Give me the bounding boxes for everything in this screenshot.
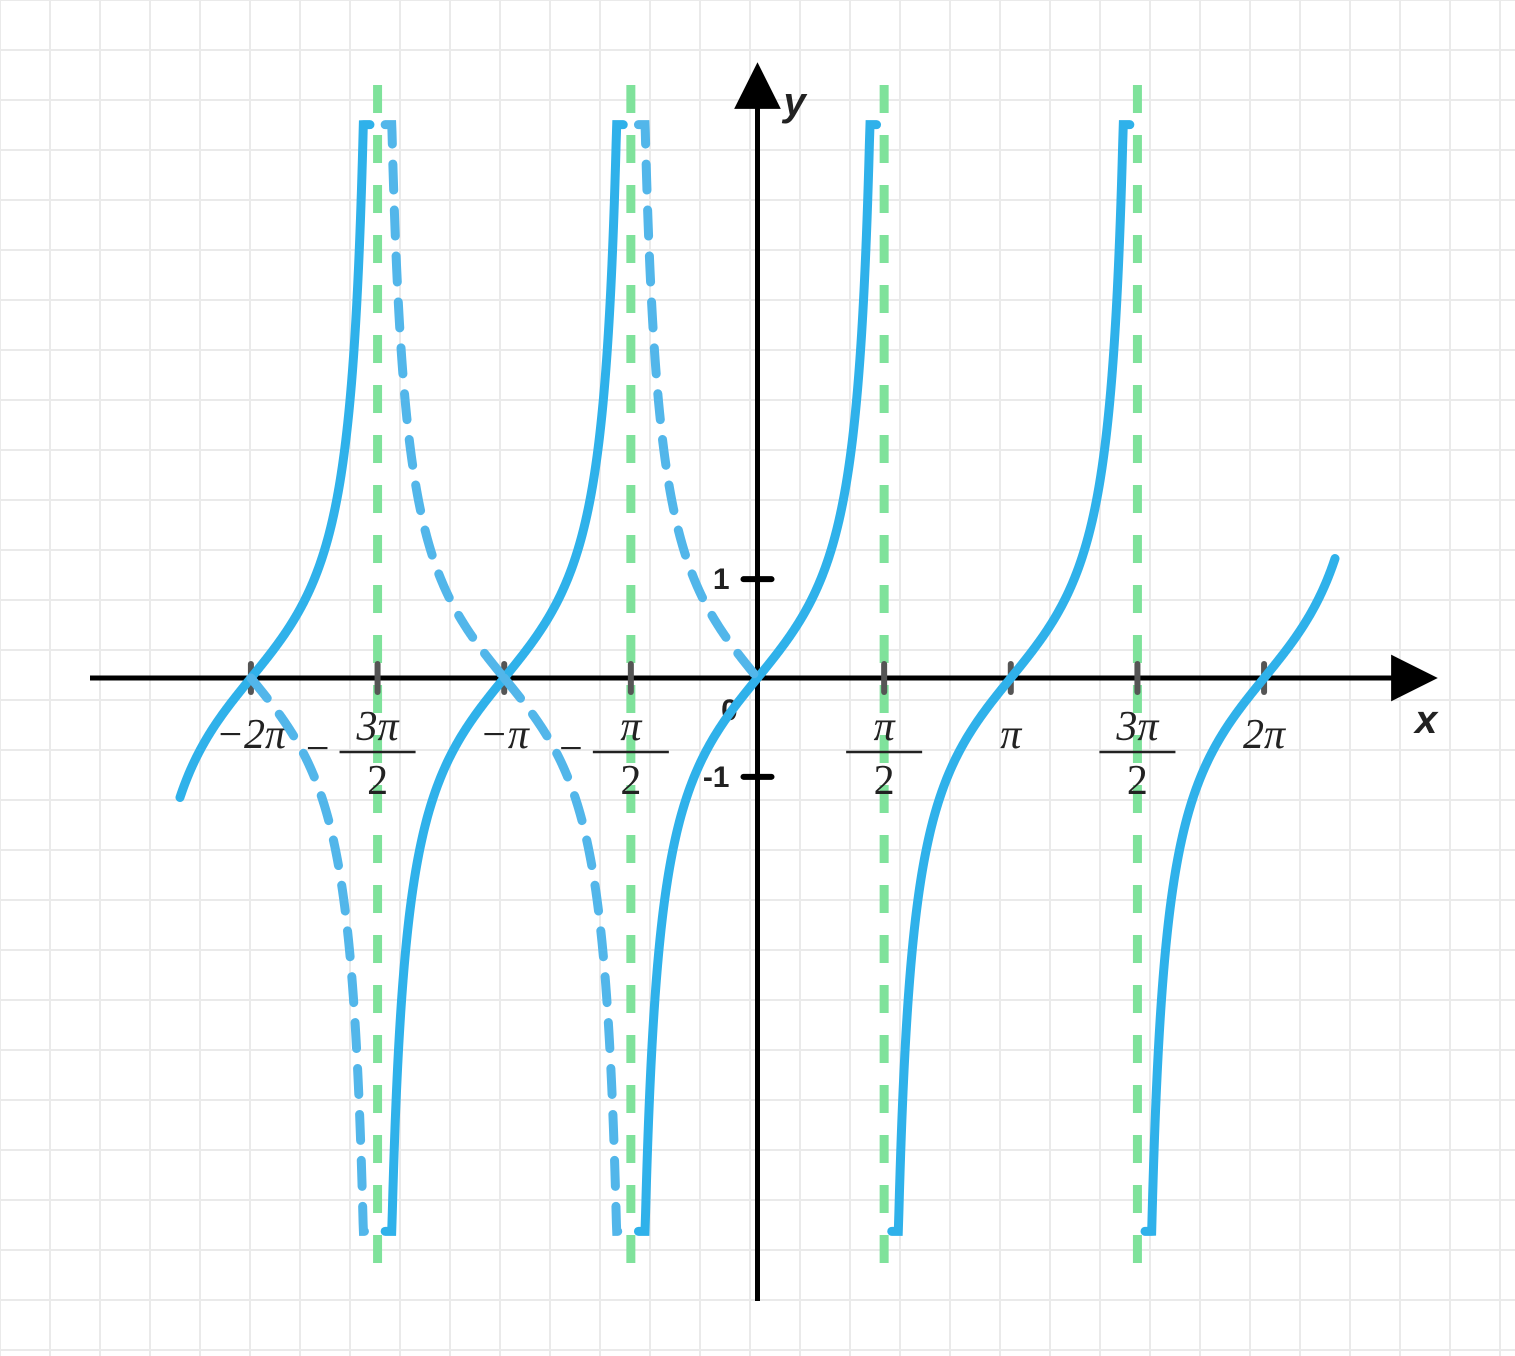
svg-text:π: π <box>874 704 896 750</box>
svg-text:3π: 3π <box>356 704 400 750</box>
x-axis-label: x <box>1413 698 1439 742</box>
tan-branch-dashed <box>251 678 370 1231</box>
tan-branch-dashed <box>385 125 504 678</box>
y-axis-label: y <box>782 80 808 124</box>
y-tick-label: -1 <box>703 761 730 794</box>
svg-text:2: 2 <box>1127 758 1148 804</box>
y-tick-label: 1 <box>713 563 730 596</box>
tan-branch-dashed <box>504 678 623 1231</box>
x-tick-label-frac: −π2 <box>559 704 669 804</box>
x-tick-label: π <box>1000 712 1022 758</box>
chart-container: yx01-1−2π−3π2−π−π2π2π3π22π <box>0 0 1515 1356</box>
svg-text:2: 2 <box>367 758 388 804</box>
x-tick-label: 2π <box>1243 712 1286 758</box>
tan-branch <box>180 125 370 798</box>
tan-chart: yx01-1−2π−3π2−π−π2π2π3π22π <box>0 0 1515 1356</box>
x-tick-label: −2π <box>216 712 287 758</box>
tan-branch-dashed <box>638 125 757 678</box>
svg-text:2: 2 <box>874 758 895 804</box>
axes: yx01-1 <box>90 70 1439 1301</box>
svg-text:2: 2 <box>620 758 641 804</box>
svg-text:π: π <box>620 704 642 750</box>
svg-text:3π: 3π <box>1115 704 1159 750</box>
tan-branch <box>1145 559 1335 1232</box>
x-tick-label: −π <box>480 712 530 758</box>
